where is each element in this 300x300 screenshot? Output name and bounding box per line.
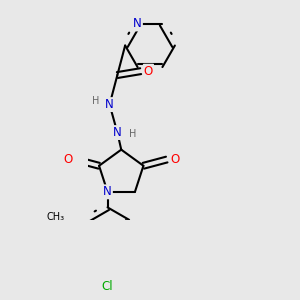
Text: O: O: [170, 153, 179, 166]
Text: Cl: Cl: [102, 280, 113, 293]
Text: CH₃: CH₃: [46, 212, 64, 222]
Text: N: N: [105, 98, 114, 111]
Text: H: H: [129, 129, 137, 139]
Text: H: H: [92, 97, 99, 106]
Text: O: O: [144, 65, 153, 78]
Text: N: N: [113, 126, 122, 139]
Text: O: O: [63, 153, 73, 166]
Text: N: N: [133, 17, 142, 31]
Text: N: N: [103, 185, 112, 198]
